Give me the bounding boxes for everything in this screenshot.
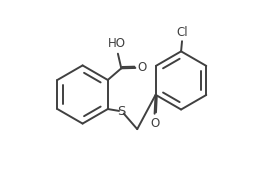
Text: Cl: Cl bbox=[176, 26, 188, 39]
Text: S: S bbox=[117, 105, 125, 118]
Text: HO: HO bbox=[107, 37, 125, 50]
Text: O: O bbox=[138, 61, 147, 74]
Text: O: O bbox=[150, 117, 159, 130]
